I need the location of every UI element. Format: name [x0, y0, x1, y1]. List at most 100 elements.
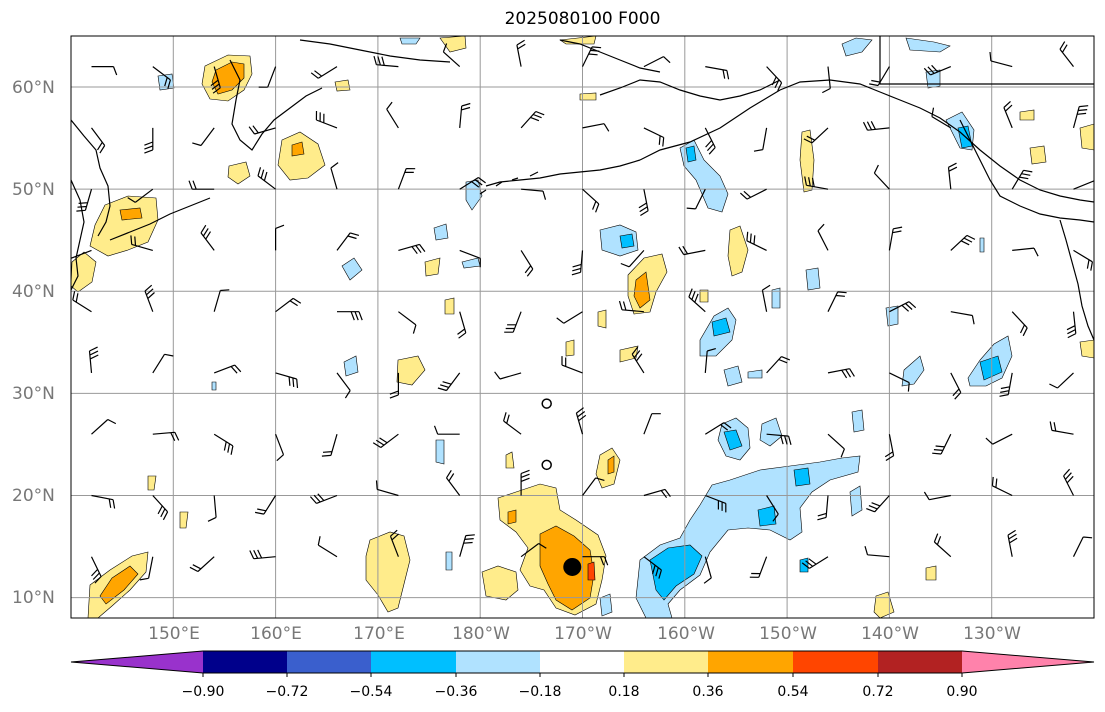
wind-barb	[88, 346, 99, 373]
wind-barb	[889, 301, 917, 313]
wind-barb	[373, 55, 399, 68]
wind-barb	[188, 180, 215, 190]
contour-region	[723, 429, 743, 451]
wind-barb	[1063, 468, 1075, 496]
wind-barb	[210, 66, 221, 94]
contour-region	[227, 161, 251, 185]
lon-label: 160°W	[657, 624, 715, 644]
wind-barb	[989, 51, 1013, 68]
wind-barb	[248, 125, 276, 135]
colorbar-segment	[962, 651, 1094, 673]
wind-barb	[869, 66, 890, 87]
contour-region	[851, 409, 865, 433]
coastline	[599, 79, 781, 101]
contour-region	[579, 92, 597, 101]
contour-region	[711, 317, 731, 337]
contour-region	[119, 207, 143, 221]
coastline	[71, 119, 111, 237]
contour-region	[147, 475, 157, 491]
wind-barb	[638, 189, 649, 217]
wind-barb	[503, 412, 522, 435]
contour-region	[619, 345, 639, 363]
contour-region	[505, 451, 515, 469]
center-marker	[563, 557, 582, 576]
contour-region	[901, 355, 925, 387]
wind-barb	[72, 291, 92, 313]
wind-barb	[504, 311, 522, 333]
contour-region	[71, 251, 97, 293]
open-circle-marker	[541, 398, 552, 409]
wind-barb	[375, 480, 399, 497]
lon-label: 150°E	[148, 624, 200, 644]
wind-barb	[643, 413, 661, 435]
contour-region	[793, 467, 811, 487]
wind-barb	[561, 356, 583, 374]
contour-region	[841, 37, 873, 57]
wind-barb	[389, 372, 399, 399]
wind-barb	[582, 556, 609, 566]
wind-barb	[582, 188, 600, 213]
contour-region	[445, 551, 453, 571]
wind-barb	[873, 164, 890, 190]
wind-barb	[90, 556, 102, 584]
wind-barb	[985, 433, 1013, 445]
contour-region	[727, 225, 749, 277]
contour-region	[341, 257, 363, 281]
wind-barb	[801, 556, 829, 569]
wind-barb	[643, 127, 665, 147]
coastline	[559, 39, 661, 73]
lat-label: 50°N	[12, 180, 55, 200]
contour-region	[849, 485, 863, 517]
wind-barb	[130, 235, 153, 251]
wind-barb	[581, 46, 602, 67]
map-title: 2025080100 F000	[504, 9, 661, 29]
contour-region	[805, 267, 821, 291]
wind-barb	[520, 469, 530, 496]
colorbar-tick-label: −0.72	[265, 684, 309, 700]
colorbar-tick-label: −0.36	[434, 684, 478, 700]
wind-barb	[144, 127, 154, 154]
contour-region	[873, 591, 895, 618]
wind-barb	[336, 372, 351, 399]
lon-label: 170°W	[554, 624, 612, 644]
wind-barb	[753, 127, 768, 152]
wind-barb	[459, 249, 481, 268]
wind-barb	[445, 469, 461, 496]
wind-barb	[494, 371, 522, 380]
wind-barb	[705, 494, 727, 513]
wind-barb	[152, 353, 174, 374]
wind-barb	[139, 556, 154, 581]
wind-barb	[372, 433, 399, 449]
wind-barb	[315, 110, 338, 129]
lat-label: 30°N	[12, 384, 55, 404]
coastline	[639, 79, 1094, 203]
wind-barb	[739, 188, 767, 200]
contour-region	[979, 237, 985, 253]
wind-barb	[950, 234, 976, 251]
contour-region	[465, 179, 483, 211]
wind-barb	[459, 534, 475, 557]
contour-region	[559, 36, 597, 45]
wind-barb	[575, 407, 587, 435]
contour-region	[925, 565, 937, 581]
contour-region	[433, 223, 449, 241]
wind-barb	[71, 249, 92, 259]
wind-barb	[213, 289, 230, 312]
wind-barb	[389, 529, 400, 557]
wind-barb	[703, 556, 712, 584]
contour-region	[396, 355, 426, 386]
colorbar-tick-label: 0.72	[862, 684, 894, 700]
wind-barb	[884, 434, 895, 462]
wind-barb	[618, 300, 644, 313]
wind-barb	[213, 364, 242, 374]
colorbar-tick-label: −0.18	[518, 684, 562, 700]
wind-barb	[1073, 249, 1093, 271]
wind-barb	[144, 284, 155, 312]
contour-region	[507, 509, 517, 525]
wind-barb	[1066, 311, 1077, 339]
wind-barb	[398, 311, 417, 334]
contour-region	[211, 381, 217, 391]
open-circle-marker	[541, 459, 552, 471]
wind-barb	[643, 556, 662, 579]
wind-barb	[1011, 169, 1033, 190]
